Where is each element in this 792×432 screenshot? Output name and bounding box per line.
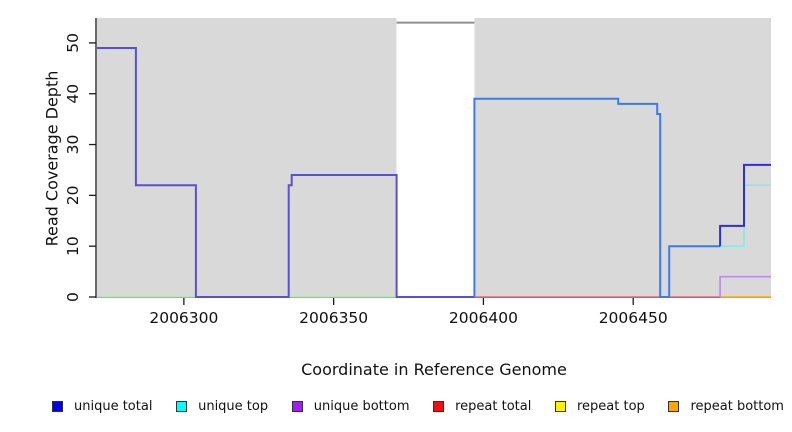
series-unique-total-right [473,97,721,298]
legend-label: repeat bottom [690,399,784,414]
series-unique-total-right-steps [719,163,771,247]
repeat-region-band [396,18,475,296]
legend-item-repeat-bottom: repeat bottom [668,399,784,414]
x-tick-label: 2006300 [149,309,218,327]
y-tick-label: 0 [64,292,82,302]
unique-region-right [474,18,771,296]
x-tick-label: 2006450 [599,309,668,327]
x-tick-label: 2006400 [449,309,518,327]
unique-bottom-swatch-icon [291,401,303,412]
repeat-bottom-swatch-icon [668,401,680,412]
series-unique-total-left [97,47,475,298]
repeat-top-swatch-icon [555,401,566,412]
x-tick-label: 2006350 [299,309,368,327]
legend-item-unique-bottom: unique bottom [291,399,410,414]
y-tick-label: 10 [64,236,82,256]
unique-total-swatch-icon [52,401,63,412]
legend-item-repeat-top: repeat top [555,399,645,414]
series-unique-bottom [719,275,771,297]
legend-item-unique-total: unique total [52,399,152,414]
legend-item-repeat-total: repeat total [433,399,531,414]
legend: unique total unique top unique bottom re… [52,399,784,414]
legend-label: unique total [74,399,153,414]
legend-label: repeat top [577,399,645,414]
unique-region-left [97,18,397,296]
y-axis-title: Read Coverage Depth [42,70,62,247]
legend-item-unique-top: unique top [176,399,268,414]
repeat-total-swatch-icon [433,401,445,412]
y-tick-label: 30 [64,135,82,155]
unique-top-swatch-icon [176,401,188,412]
y-tick-label: 40 [64,84,82,104]
legend-label: unique bottom [313,399,410,414]
x-axis-title: Coordinate in Reference Genome [301,360,567,379]
legend-label: repeat total [455,399,532,414]
legend-label: unique top [198,399,269,414]
y-tick-label: 50 [64,33,82,53]
y-tick-label: 20 [64,185,82,205]
